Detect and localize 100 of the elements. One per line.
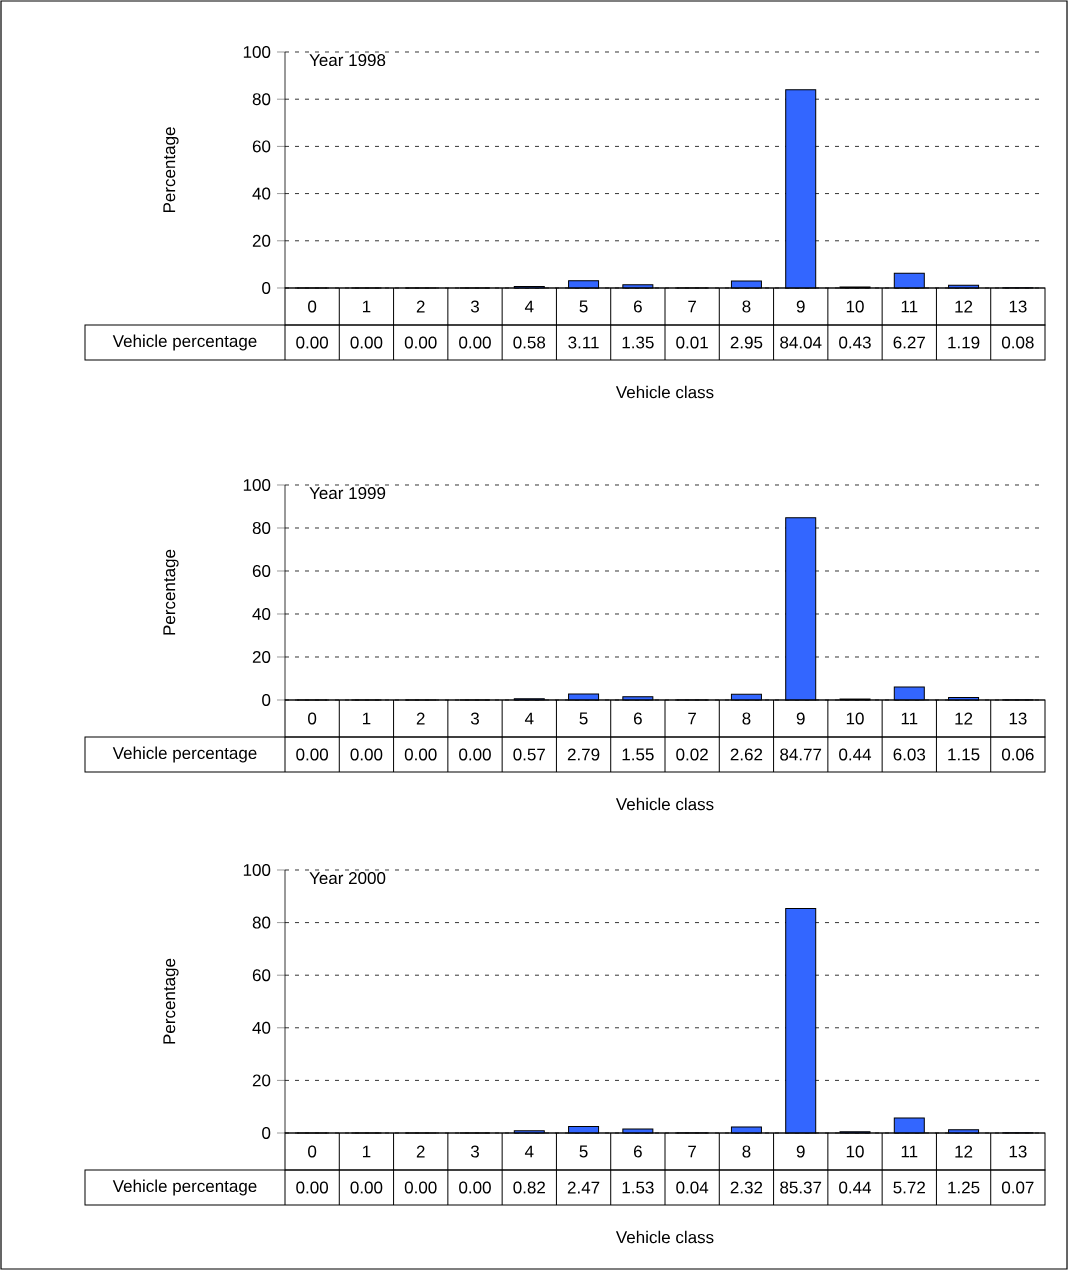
x-tick-label: 1: [362, 1145, 371, 1158]
x-tick-label: 8: [742, 300, 751, 313]
data-label: 0.00: [459, 336, 491, 349]
x-tick-label: 4: [524, 712, 534, 725]
y-tick-label: 0: [262, 693, 271, 706]
x-tick-label: 10: [846, 1145, 864, 1158]
data-label: 1.15: [948, 748, 980, 761]
y-tick-label: 80: [252, 93, 271, 106]
x-tick-label: 13: [1009, 300, 1027, 313]
x-tick-label: 6: [634, 1145, 642, 1158]
x-tick-label: 11: [901, 300, 918, 313]
y-tick-label: 100: [243, 863, 271, 877]
x-tick-label: 1: [362, 300, 371, 313]
data-label: 0.00: [404, 1181, 437, 1194]
y-tick-label: 60: [252, 564, 271, 577]
data-label: 0.00: [296, 748, 329, 761]
y-axis-title: Percentage: [163, 958, 179, 1044]
x-tick-label: 13: [1009, 1145, 1027, 1158]
data-label: 1.19: [948, 336, 980, 349]
x-tick-label: 2: [416, 300, 425, 313]
x-tick-label: 5: [579, 300, 588, 313]
data-label: 1.53: [622, 1181, 654, 1194]
data-label: 6.03: [893, 748, 926, 761]
x-tick-label: 0: [308, 300, 317, 313]
data-label: 2.47: [567, 1181, 600, 1194]
data-label: 2.32: [730, 1181, 763, 1194]
x-tick-label: 7: [688, 1145, 697, 1158]
x-tick-label: 8: [742, 712, 751, 725]
x-tick-label: 9: [796, 712, 805, 725]
x-tick-label: 7: [688, 712, 697, 725]
x-tick-label: 5: [579, 712, 588, 725]
data-label: 2.79: [567, 748, 600, 761]
y-tick-label: 20: [252, 1074, 271, 1087]
data-label: 0.00: [404, 748, 437, 761]
y-tick-label: 40: [252, 607, 271, 620]
x-tick-label: 3: [470, 300, 479, 313]
data-label: 0.06: [1001, 748, 1034, 761]
y-tick-label: 0: [262, 281, 271, 294]
data-label: 0.57: [513, 748, 545, 761]
y-tick-label: 0: [262, 1126, 271, 1140]
chart-title: Year 2000: [309, 872, 386, 885]
data-label: 2.62: [730, 748, 763, 761]
data-label: 0.08: [1001, 336, 1034, 349]
x-tick-label: 11: [901, 712, 918, 725]
data-label: 1.35: [622, 336, 654, 349]
x-tick-label: 12: [955, 1145, 973, 1158]
y-tick-label: 80: [252, 916, 271, 929]
data-label: 1.55: [622, 748, 654, 761]
data-label: 0.00: [459, 748, 491, 761]
legend-label: Vehicle percentage: [112, 746, 257, 763]
x-tick-label: 0: [308, 1145, 317, 1158]
y-tick-label: 40: [252, 1021, 271, 1034]
y-tick-label: 60: [252, 140, 271, 153]
chart-title: Year 1999: [309, 487, 386, 500]
data-label: 0.00: [350, 1181, 383, 1194]
data-label: 0.44: [839, 1181, 872, 1194]
x-tick-label: 12: [955, 300, 973, 313]
x-tick-label: 6: [634, 300, 642, 313]
x-axis-title: Vehicle class: [615, 1230, 714, 1244]
x-tick-label: 8: [742, 1145, 751, 1158]
data-label: 0.00: [350, 748, 383, 761]
x-tick-label: 13: [1009, 712, 1027, 725]
y-tick-label: 100: [243, 45, 271, 58]
data-label: 0.00: [350, 336, 383, 349]
data-label: 0.44: [839, 748, 872, 761]
x-tick-label: 6: [634, 712, 642, 725]
y-tick-label: 60: [252, 969, 271, 982]
chart-title: Year 1998: [309, 54, 386, 67]
legend-label: Vehicle percentage: [112, 1179, 257, 1196]
data-label: 0.04: [676, 1181, 709, 1194]
x-tick-label: 2: [416, 1145, 425, 1158]
x-tick-label: 7: [688, 300, 697, 313]
data-label: 5.72: [893, 1181, 925, 1194]
data-label: 0.07: [1001, 1181, 1034, 1194]
data-label: 84.77: [780, 748, 822, 761]
y-tick-label: 100: [243, 478, 271, 491]
y-tick-label: 20: [252, 650, 271, 663]
data-label: 0.00: [459, 1181, 491, 1194]
data-label: 85.37: [780, 1181, 822, 1194]
legend-label: Vehicle percentage: [112, 334, 257, 351]
x-tick-label: 4: [524, 300, 534, 313]
data-label: 0.00: [296, 336, 329, 349]
y-tick-label: 80: [252, 521, 271, 534]
x-axis-title: Vehicle class: [615, 385, 714, 399]
x-tick-label: 3: [470, 1145, 479, 1158]
data-label: 0.43: [839, 336, 871, 349]
x-tick-label: 11: [901, 1145, 918, 1158]
x-tick-label: 1: [362, 712, 371, 725]
data-label: 6.27: [893, 336, 925, 349]
data-label: 0.58: [513, 336, 546, 349]
data-label: 0.82: [513, 1181, 545, 1194]
data-label: 1.25: [948, 1181, 980, 1194]
x-tick-label: 2: [416, 712, 425, 725]
data-label: 2.95: [730, 336, 763, 349]
x-tick-label: 12: [955, 712, 973, 725]
x-tick-label: 5: [579, 1145, 588, 1158]
x-tick-label: 0: [308, 712, 317, 725]
y-tick-label: 40: [252, 187, 271, 200]
x-tick-label: 3: [470, 712, 479, 725]
x-tick-label: 10: [846, 300, 864, 313]
